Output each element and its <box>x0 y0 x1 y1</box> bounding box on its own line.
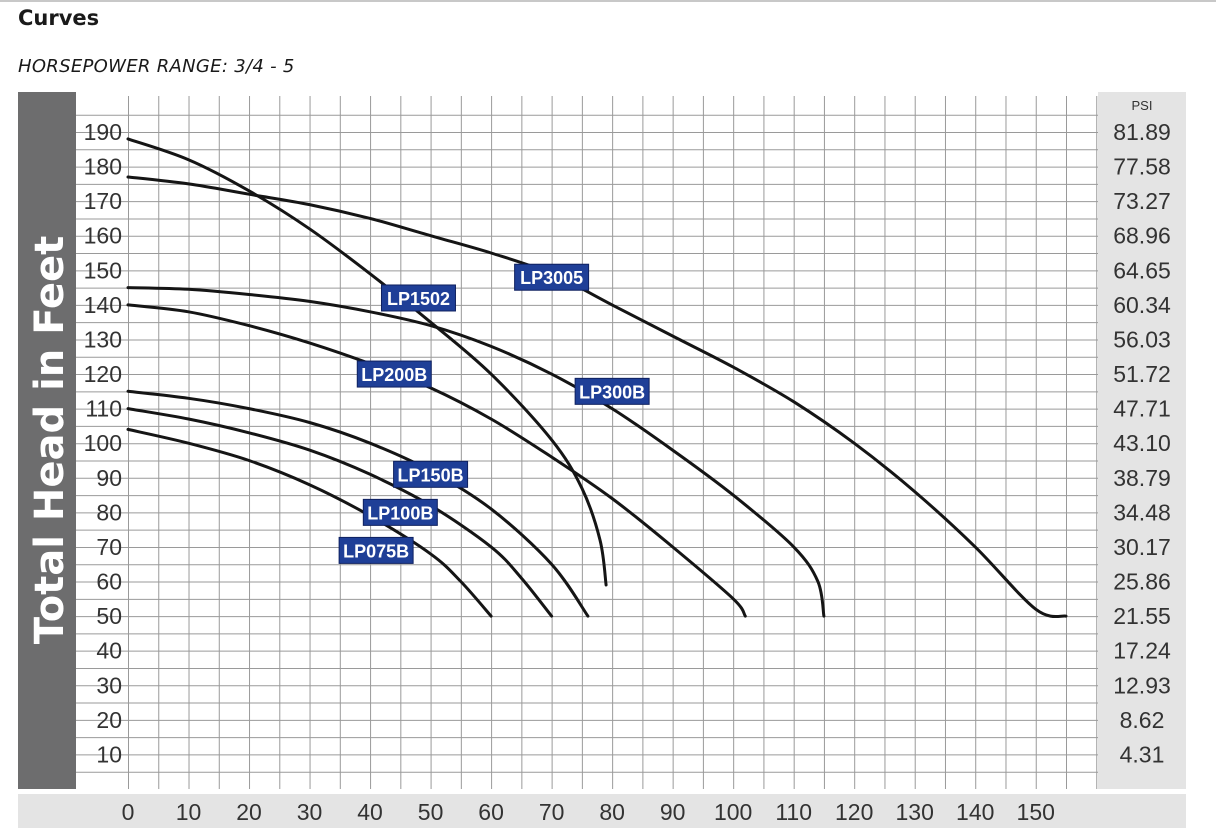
y-tick-label: 40 <box>96 638 122 664</box>
y-tick-label: 10 <box>96 741 122 767</box>
series-label-lp100b: LP100B <box>362 498 438 526</box>
psi-band <box>1098 92 1186 789</box>
series-label-text: LP200B <box>361 365 427 385</box>
psi-tick-label: 60.34 <box>1113 292 1171 318</box>
series-line-lp3005 <box>126 175 1068 619</box>
x-tick-label: 150 <box>1017 799 1055 825</box>
series-label-lp3005: LP3005 <box>514 263 590 291</box>
psi-axis-title: PSI <box>1132 98 1153 113</box>
x-tick-label: 20 <box>236 799 262 825</box>
series-label-text: LP1502 <box>387 289 450 309</box>
y-tick-label: 120 <box>84 361 122 387</box>
y-tick-label: 150 <box>84 257 122 283</box>
y-tick-label: 50 <box>96 603 122 629</box>
series-line-lp150b <box>126 389 590 618</box>
psi-tick-label: 51.72 <box>1113 361 1171 387</box>
y-tick-label: 20 <box>96 707 122 733</box>
x-tick-label: 100 <box>714 799 752 825</box>
series-line-lp1502 <box>126 137 608 587</box>
x-tick-label: 80 <box>599 799 625 825</box>
x-tick-label: 60 <box>478 799 504 825</box>
page-title: Curves <box>18 6 100 30</box>
psi-tick-label: 25.86 <box>1113 569 1171 595</box>
y-tick-label: 70 <box>96 534 122 560</box>
x-tick-label: 90 <box>660 799 686 825</box>
psi-tick-label: 8.62 <box>1120 707 1165 733</box>
top-rule <box>0 0 1216 2</box>
ylabel-band <box>18 92 76 789</box>
series-label-box <box>356 360 432 388</box>
series-label-text: LP100B <box>367 503 433 523</box>
psi-tick-label: 73.27 <box>1113 188 1171 214</box>
psi-tick-label: 30.17 <box>1113 534 1171 560</box>
series-label-box <box>338 536 414 564</box>
psi-tick-label: 81.89 <box>1113 119 1171 145</box>
psi-axis-ticks: 4.31 8.62 12.93 17.24 21.55 25.86 30.17 34.48 38… <box>1113 119 1171 767</box>
y-tick-label: 170 <box>84 188 122 214</box>
psi-tick-label: 4.31 <box>1120 741 1165 767</box>
psi-tick-label: 43.10 <box>1113 430 1171 456</box>
y-tick-label: 110 <box>85 396 122 422</box>
y-tick-label: 190 <box>84 119 122 145</box>
series-label-lp1502: LP1502 <box>380 284 456 312</box>
psi-tick-label: 12.93 <box>1113 672 1171 698</box>
psi-tick-label: 17.24 <box>1113 638 1171 664</box>
curve-labels: LP3005 LP1502 LP300B LP200B LP150B LP100B LP07… <box>338 263 650 564</box>
psi-tick-label: 38.79 <box>1113 465 1171 491</box>
psi-tick-label: 21.55 <box>1113 603 1171 629</box>
series-label-box <box>362 498 438 526</box>
psi-tick-label: 47.71 <box>1113 396 1171 422</box>
series-label-lp150b: LP150B <box>393 460 469 488</box>
x-axis-ticks: 0 10 20 30 40 50 60 70 80 90 100 110 120 130 140 150 <box>122 799 1055 825</box>
x-tick-label: 140 <box>956 799 994 825</box>
y-tick-label: 100 <box>84 430 122 456</box>
series-line-lp200b <box>126 303 747 618</box>
series-label-box <box>393 460 469 488</box>
psi-tick-label: 34.48 <box>1113 499 1171 525</box>
series-label-box <box>514 263 590 291</box>
pump-curves <box>126 137 1068 619</box>
series-line-lp075b <box>126 427 493 618</box>
x-axis-band <box>18 794 1186 828</box>
x-tick-label: 10 <box>176 799 202 825</box>
x-tick-label: 0 <box>122 799 135 825</box>
y-tick-label: 130 <box>84 326 122 352</box>
x-tick-label: 130 <box>896 799 934 825</box>
x-tick-label: 50 <box>418 799 444 825</box>
psi-tick-label: 64.65 <box>1113 257 1171 283</box>
x-tick-label: 40 <box>357 799 383 825</box>
y-tick-label: 90 <box>96 465 122 491</box>
y-tick-label: 80 <box>96 499 122 525</box>
x-tick-label: 120 <box>835 799 873 825</box>
y-axis-title: Total Head in Feet <box>27 236 73 645</box>
psi-tick-label: 56.03 <box>1113 326 1171 352</box>
y-tick-label: 140 <box>84 292 122 318</box>
series-label-lp300b: LP300B <box>574 377 650 405</box>
series-label-box <box>574 377 650 405</box>
psi-tick-label: 68.96 <box>1113 223 1171 249</box>
y-axis-ticks: 10 20 30 40 50 60 70 80 90 100 110 120 130 140 150 160 1… <box>84 119 122 767</box>
y-tick-label: 30 <box>96 672 122 698</box>
series-label-text: LP300B <box>579 382 645 402</box>
y-tick-label: 160 <box>84 223 122 249</box>
x-tick-label: 30 <box>297 799 323 825</box>
grid-lines <box>76 96 1098 789</box>
series-label-text: LP3005 <box>520 268 583 288</box>
psi-tick-label: 77.58 <box>1113 154 1171 180</box>
series-label-text: LP075B <box>343 541 409 561</box>
series-label-text: LP150B <box>398 465 464 485</box>
chart-subtitle: HORSEPOWER RANGE: 3/4 - 5 <box>18 56 295 77</box>
x-tick-label: 110 <box>775 799 812 825</box>
series-label-box <box>380 284 456 312</box>
y-tick-label: 180 <box>84 154 122 180</box>
series-label-lp075b: LP075B <box>338 536 414 564</box>
x-tick-label: 70 <box>539 799 565 825</box>
y-tick-label: 60 <box>96 569 122 595</box>
series-label-lp200b: LP200B <box>356 360 432 388</box>
series-line-lp300b <box>126 286 826 618</box>
series-line-lp100b <box>126 407 554 618</box>
